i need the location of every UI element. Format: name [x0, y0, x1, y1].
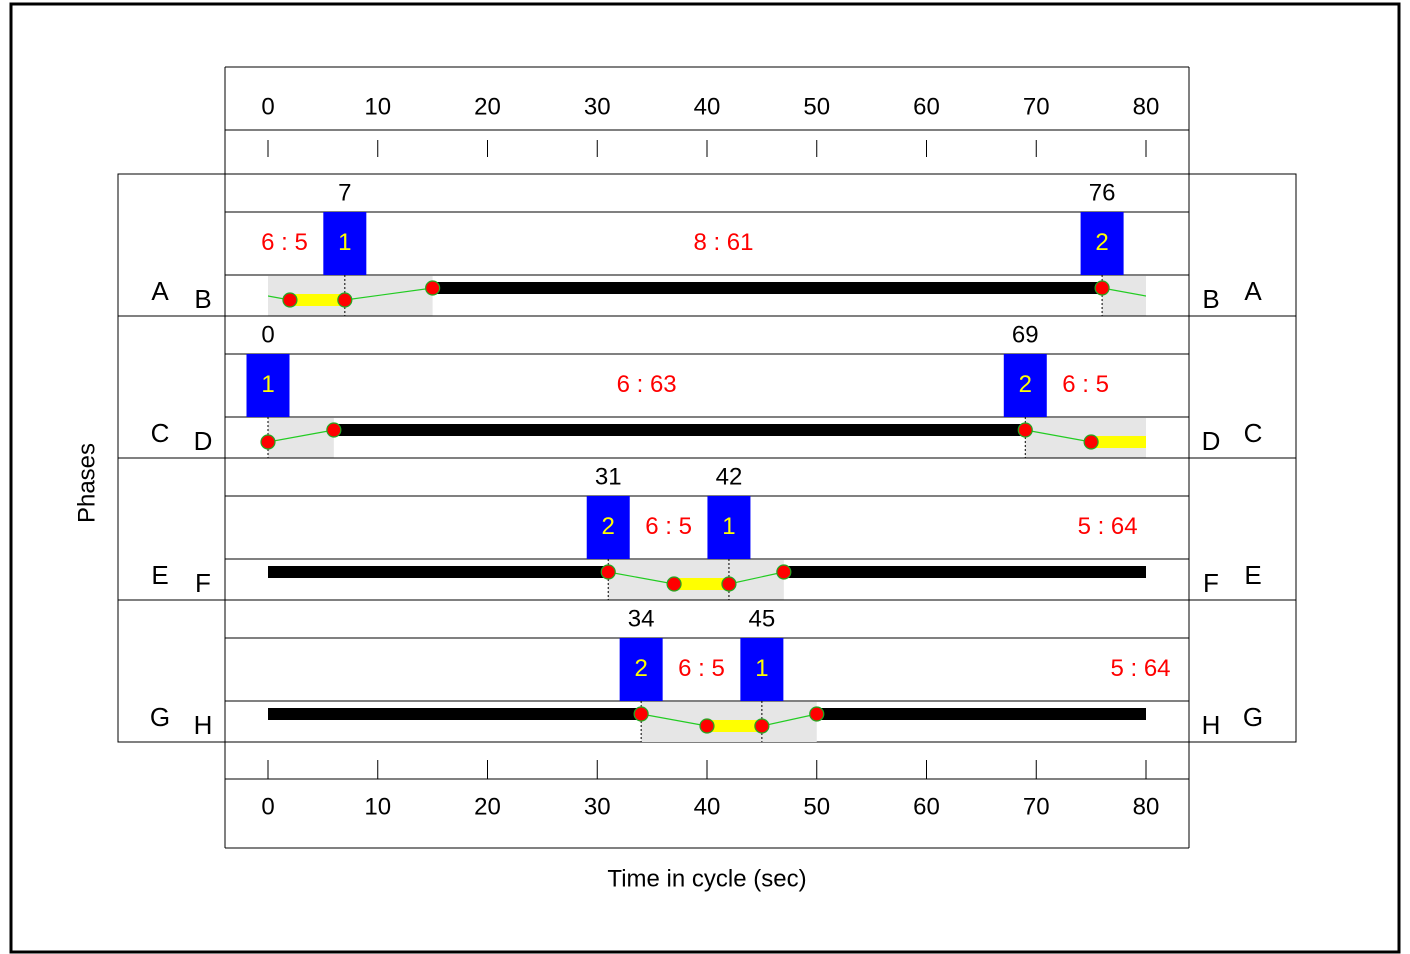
x-tick-label: 60	[913, 93, 940, 120]
event-dot	[633, 706, 649, 722]
phase-label: F	[1203, 568, 1219, 598]
event-dot	[600, 564, 616, 580]
phase-label: B	[194, 284, 211, 314]
green-bar	[333, 424, 1026, 436]
stage-number: 1	[261, 371, 274, 398]
stage-time: 42	[716, 463, 743, 490]
event-dot	[1094, 280, 1110, 296]
phase-label: A	[151, 276, 169, 306]
green-bar	[268, 566, 609, 578]
transition-line	[268, 287, 1146, 301]
phase-label: D	[1202, 426, 1221, 456]
stage-box	[1003, 354, 1047, 417]
intergreen-area	[268, 418, 334, 458]
interval-label: 6 : 63	[617, 371, 677, 398]
x-tick-label: 30	[584, 93, 611, 120]
stage-number: 2	[1095, 229, 1108, 256]
event-dot	[282, 292, 298, 308]
phase-label: H	[194, 710, 213, 740]
frame	[9, 2, 1401, 954]
event-dot	[1083, 434, 1099, 450]
green-bar	[783, 566, 1146, 578]
x-tick-label: 30	[584, 793, 611, 820]
intergreen-area	[1102, 276, 1146, 316]
x-tick-label: 80	[1133, 93, 1160, 120]
event-dot	[754, 718, 770, 734]
x-tick-label: 20	[474, 793, 501, 820]
event-dot	[326, 422, 342, 438]
event-dot	[776, 564, 792, 580]
phase-label: A	[1244, 276, 1262, 306]
x-tick-label: 10	[364, 793, 391, 820]
amber-bar	[707, 720, 762, 732]
interval-label: 6 : 5	[645, 513, 692, 540]
stage-time: 76	[1089, 179, 1116, 206]
stage-time: 31	[595, 463, 622, 490]
stage-time: 34	[628, 605, 655, 632]
stage-time: 7	[338, 179, 351, 206]
stage-number: 1	[338, 229, 351, 256]
event-dot	[260, 434, 276, 450]
stage-box	[1080, 212, 1124, 275]
stage-number: 2	[602, 513, 615, 540]
stage-number: 2	[1019, 371, 1032, 398]
x-tick-label: 70	[1023, 793, 1050, 820]
x-tick-label: 0	[261, 93, 274, 120]
stage-box	[246, 354, 290, 417]
amber-bar	[674, 578, 729, 590]
event-dot	[699, 718, 715, 734]
stage-time: 45	[749, 605, 776, 632]
x-tick-label: 40	[694, 793, 721, 820]
x-tick-label: 70	[1023, 93, 1050, 120]
phase-label: E	[1244, 560, 1261, 590]
event-dot	[721, 576, 737, 592]
event-dot	[809, 706, 825, 722]
stage-box	[323, 212, 367, 275]
stage-number: 2	[634, 655, 647, 682]
stage-time: 0	[261, 321, 274, 348]
phase-label: G	[150, 702, 170, 732]
interval-label: 5 : 64	[1078, 513, 1138, 540]
stage-number: 1	[755, 655, 768, 682]
event-dot	[1017, 422, 1033, 438]
green-bar	[816, 708, 1146, 720]
x-tick-label: 50	[803, 93, 830, 120]
phase-label: E	[151, 560, 168, 590]
event-dot	[425, 280, 441, 296]
amber-bar	[1091, 436, 1146, 448]
phase-label: D	[194, 426, 213, 456]
x-tick-label: 20	[474, 93, 501, 120]
phase-label: G	[1243, 702, 1263, 732]
stage-time: 69	[1012, 321, 1039, 348]
interval-label: 5 : 64	[1110, 655, 1170, 682]
x-tick-label: 50	[803, 793, 830, 820]
interval-label: 6 : 5	[1062, 371, 1109, 398]
x-tick-label: 60	[913, 793, 940, 820]
x-tick-label: 40	[694, 93, 721, 120]
event-dot	[337, 292, 353, 308]
stage-box	[707, 496, 751, 559]
x-axis-label: Time in cycle (sec)	[607, 865, 806, 892]
stage-box	[619, 638, 663, 701]
green-bar	[432, 282, 1103, 294]
interval-label: 6 : 5	[261, 229, 308, 256]
phase-label: F	[195, 568, 211, 598]
phase-label: H	[1202, 710, 1221, 740]
green-bar	[268, 708, 642, 720]
stage-box	[586, 496, 630, 559]
x-tick-label: 10	[364, 93, 391, 120]
phase-label: B	[1202, 284, 1219, 314]
amber-bar	[289, 294, 345, 306]
x-tick-label: 0	[261, 793, 274, 820]
phase-label: C	[1244, 418, 1263, 448]
stage-box	[740, 638, 784, 701]
interval-label: 8 : 61	[693, 229, 753, 256]
stage-number: 1	[722, 513, 735, 540]
phase-label: C	[151, 418, 170, 448]
y-axis-label: Phases	[73, 443, 100, 523]
event-dot	[666, 576, 682, 592]
x-tick-label: 80	[1133, 793, 1160, 820]
interval-label: 6 : 5	[678, 655, 725, 682]
